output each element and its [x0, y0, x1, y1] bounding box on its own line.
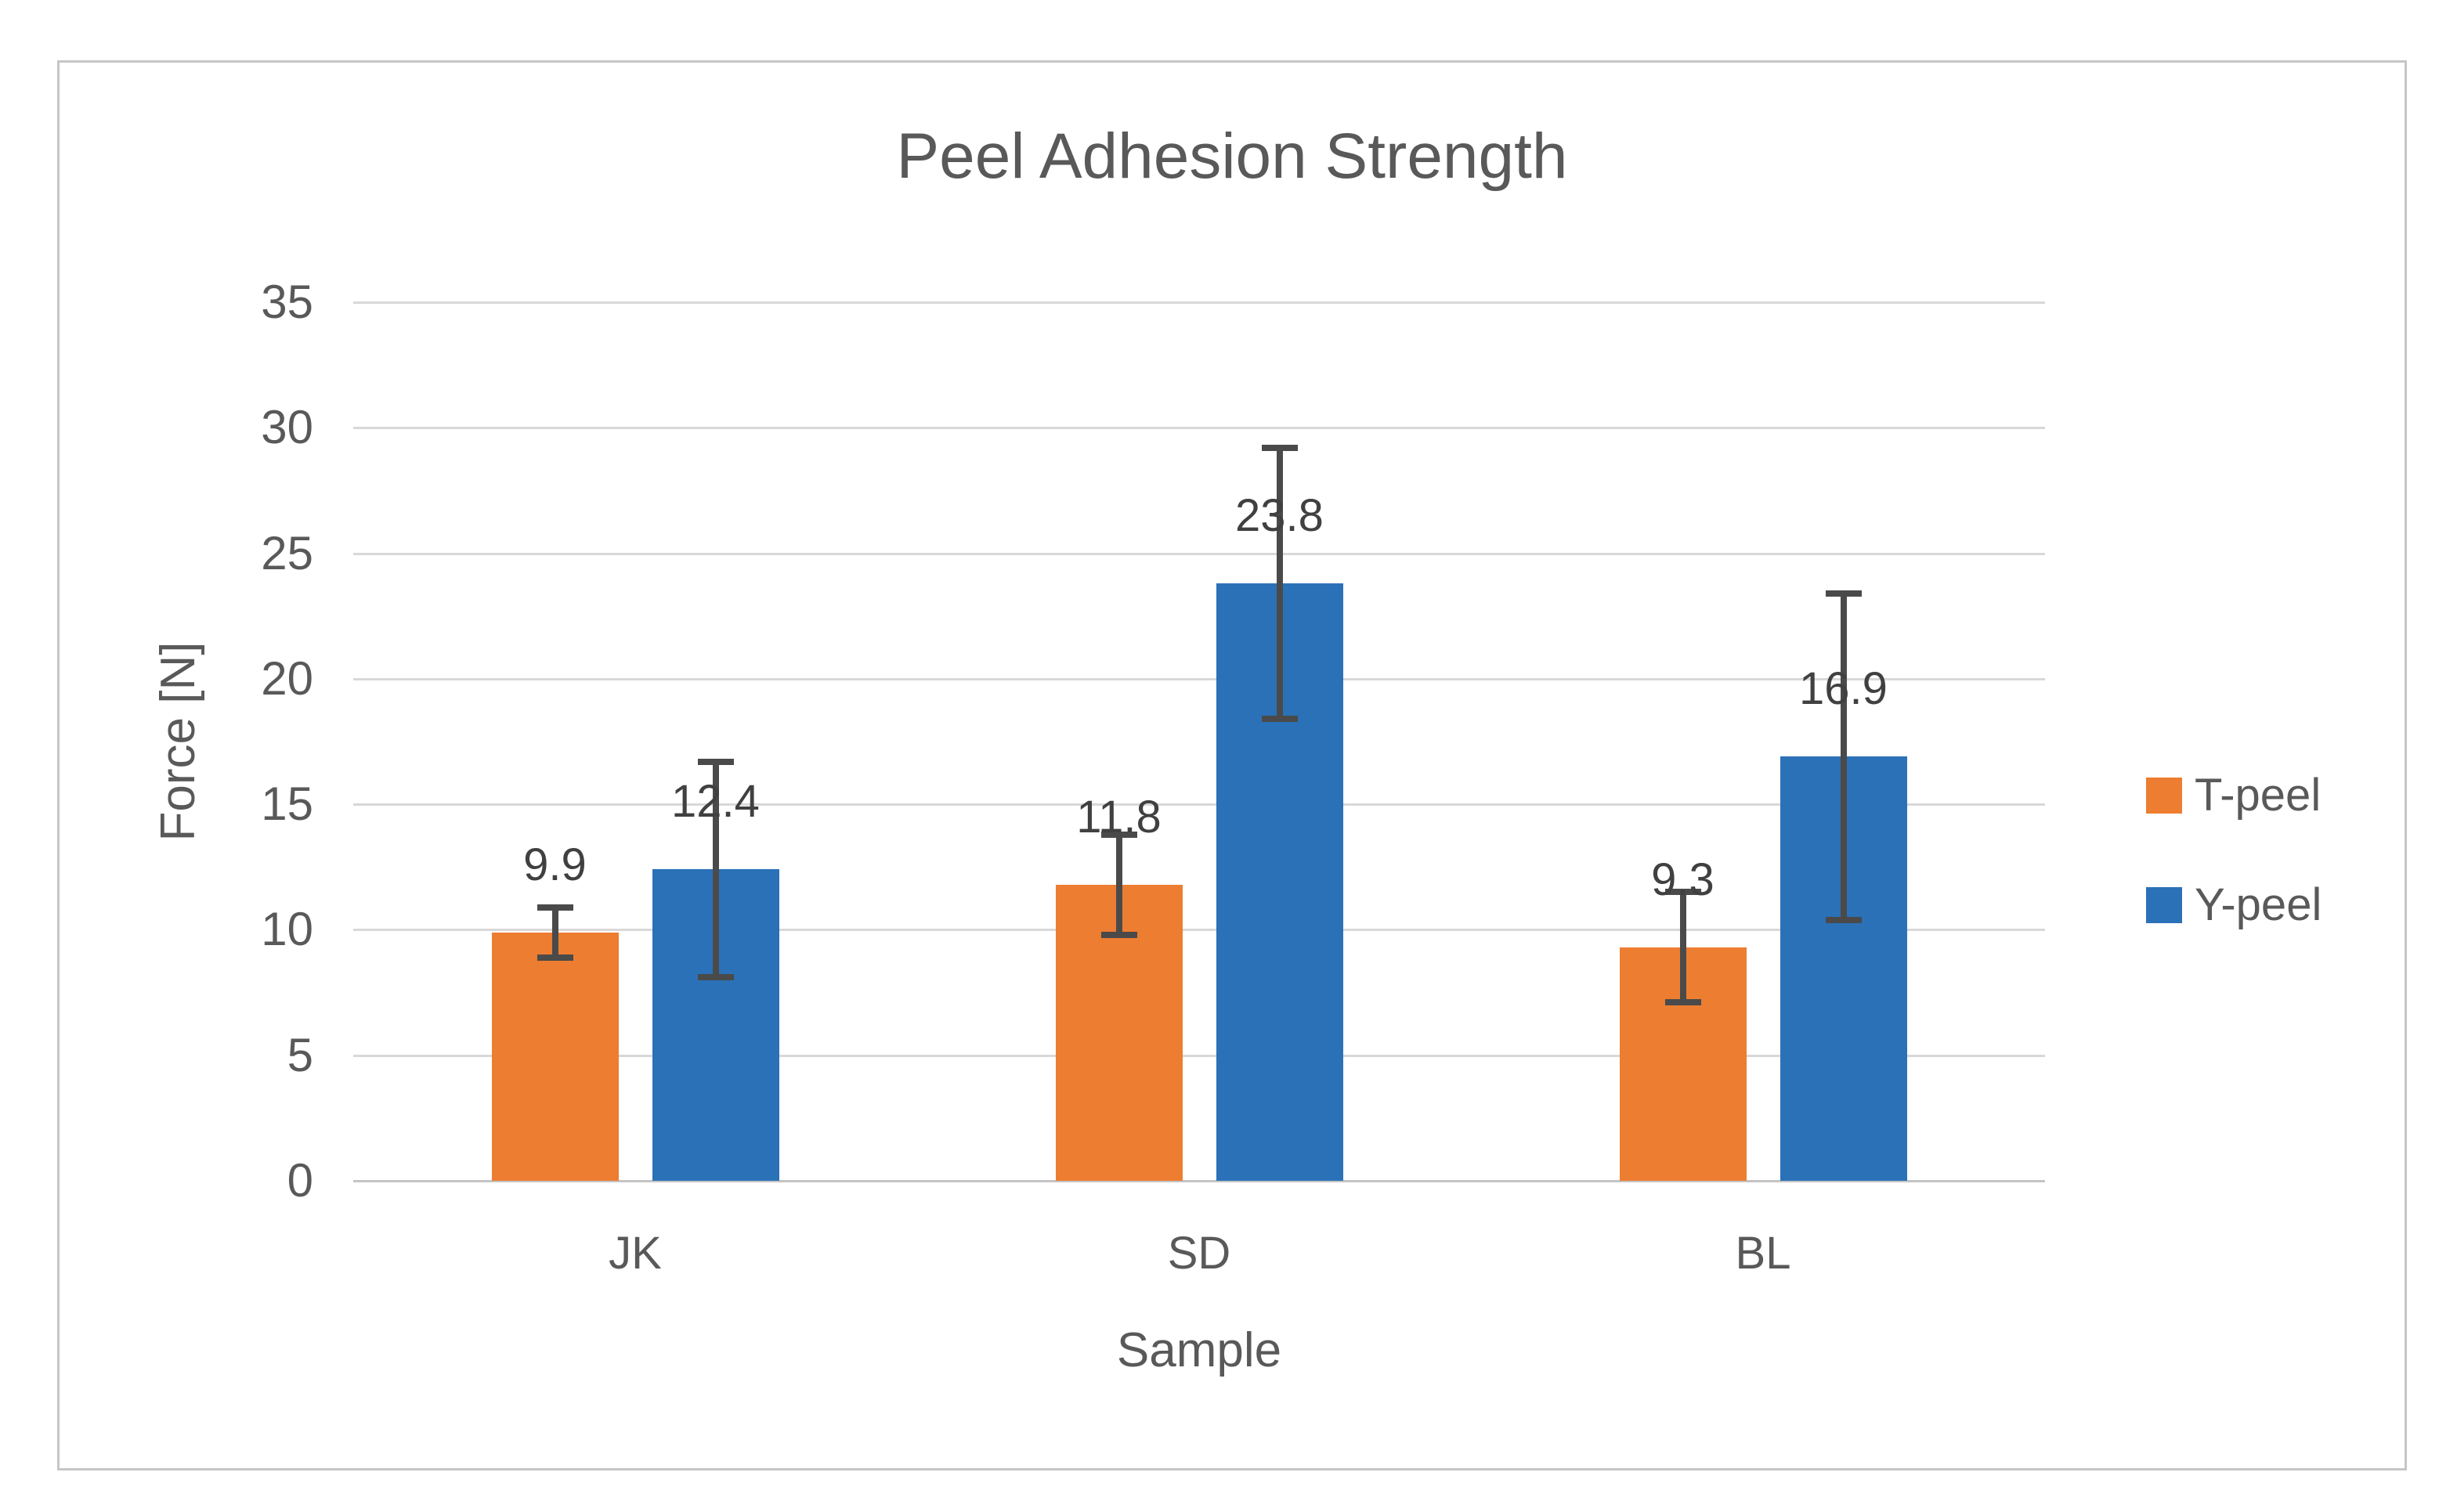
legend-swatch-y-peel-icon [2146, 887, 2182, 923]
error-bar-cap-top [537, 904, 573, 911]
error-bar-cap-bottom [537, 954, 573, 961]
x-category-label-JK: JK [609, 1228, 662, 1279]
y-tick-label-10: 10 [261, 903, 313, 956]
gridline-y-15 [353, 803, 2045, 807]
x-category-label-SD: SD [1167, 1228, 1231, 1279]
legend-label-y-peel: Y-peel [2195, 879, 2322, 930]
gridline-y-30 [353, 427, 2045, 430]
data-label-y-peel-SD: 23.8 [1235, 490, 1324, 542]
error-bar-line [1115, 834, 1122, 935]
gridline-y-10 [353, 929, 2045, 932]
y-axis-title: Force [N] [151, 641, 205, 842]
error-bar-cap-top [697, 758, 734, 765]
error-bar-cap-bottom [1664, 999, 1701, 1006]
y-tick-label-15: 15 [261, 778, 313, 831]
gridline-y-20 [353, 677, 2045, 680]
legend-swatch-t-peel-icon [2146, 778, 2182, 814]
error-bar-line [1679, 892, 1686, 1003]
error-bar-line [1840, 593, 1847, 920]
gridline-y-5 [353, 1054, 2045, 1057]
legend-item-t-peel: T-peel [2146, 768, 2322, 823]
chart-title: Peel Adhesion Strength [896, 121, 1568, 192]
error-bar-cap-top [1100, 831, 1137, 838]
legend-item-y-peel: Y-peel [2146, 878, 2322, 933]
data-label-t-peel-BL: 9.3 [1651, 853, 1714, 905]
y-tick-label-35: 35 [261, 276, 313, 328]
error-bar-cap-bottom [697, 974, 734, 981]
gridline-y-0 [353, 1180, 2045, 1182]
x-axis-title: Sample [1116, 1323, 1282, 1377]
error-bar-cap-bottom [1825, 916, 1862, 923]
y-tick-label-25: 25 [261, 526, 313, 579]
y-tick-label-30: 30 [261, 401, 313, 454]
data-label-t-peel-SD: 11.8 [1076, 791, 1162, 843]
x-category-label-BL: BL [1735, 1228, 1791, 1279]
error-bar-cap-top [1261, 444, 1298, 451]
y-tick-label-0: 0 [287, 1154, 313, 1207]
data-label-t-peel-JK: 9.9 [523, 839, 587, 890]
y-tick-label-5: 5 [287, 1028, 313, 1081]
error-bar-line [1276, 447, 1283, 720]
y-tick-label-20: 20 [261, 651, 313, 705]
data-label-y-peel-JK: 12.4 [671, 776, 760, 828]
legend: T-peel Y-peel [2146, 768, 2322, 987]
error-bar-cap-top [1664, 889, 1701, 896]
error-bar-line [712, 761, 719, 978]
gridline-y-35 [353, 301, 2045, 304]
error-bar-cap-bottom [1100, 931, 1137, 938]
error-bar-cap-bottom [1261, 716, 1298, 723]
gridline-y-25 [353, 552, 2045, 555]
error-bar-line [551, 907, 558, 958]
data-label-y-peel-BL: 16.9 [1799, 663, 1888, 715]
error-bar-cap-top [1825, 590, 1862, 597]
legend-label-t-peel: T-peel [2195, 770, 2322, 821]
bar-t-peel-JK [491, 932, 619, 1181]
